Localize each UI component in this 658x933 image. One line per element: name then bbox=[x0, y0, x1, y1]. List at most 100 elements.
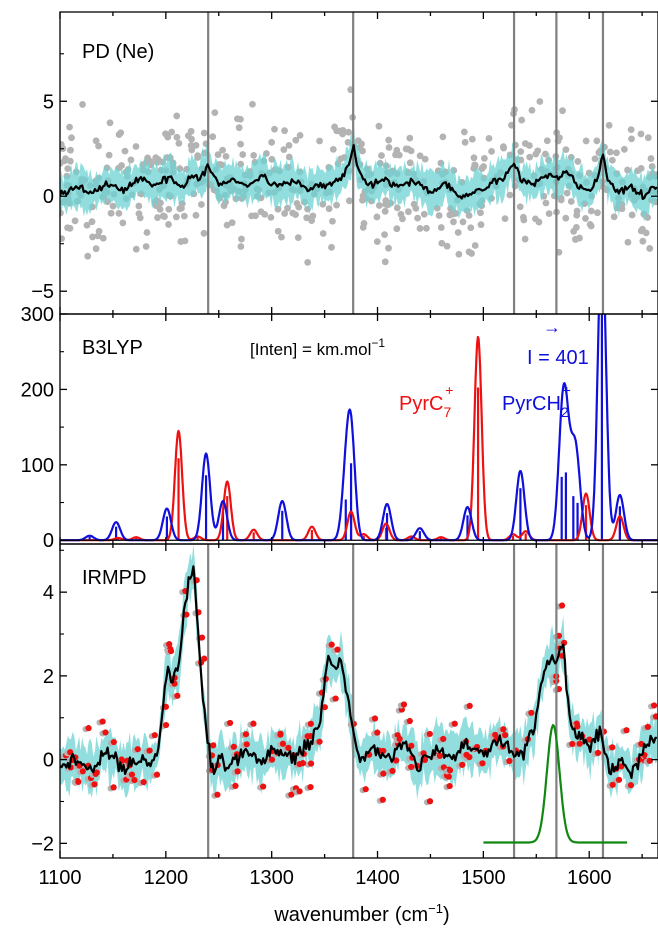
pd-data-point bbox=[249, 100, 256, 108]
pd-data-point bbox=[88, 218, 96, 226]
pd-data-point bbox=[106, 119, 114, 127]
pd-data-point bbox=[177, 238, 185, 245]
pd-data-point bbox=[325, 205, 333, 213]
pd-data-point bbox=[209, 133, 217, 141]
irmpd-data-point bbox=[644, 723, 651, 731]
pd-data-point bbox=[331, 123, 338, 131]
irmpd-ytick-label: 0 bbox=[43, 750, 54, 772]
pd-data-point bbox=[459, 218, 467, 226]
pd-data-point bbox=[485, 134, 493, 142]
x-tick-label: 1200 bbox=[144, 867, 189, 889]
pd-data-point bbox=[89, 233, 96, 241]
pd-data-point bbox=[333, 201, 340, 209]
pd-y-axis: −5 0 5 bbox=[31, 53, 658, 303]
pd-data-point bbox=[467, 224, 475, 232]
irmpd-data-point bbox=[623, 727, 630, 734]
pd-data-point bbox=[620, 145, 628, 153]
pd-data-point bbox=[360, 219, 368, 227]
pd-data-point bbox=[624, 166, 631, 174]
irmpd-data-point bbox=[268, 756, 276, 763]
irmpd-data-point bbox=[609, 744, 616, 751]
irmpd-data-point bbox=[332, 695, 339, 702]
irmpd-data-point bbox=[91, 781, 98, 788]
pd-data-point bbox=[292, 136, 300, 144]
pd-data-point bbox=[95, 142, 102, 150]
pd-data-point bbox=[567, 198, 575, 205]
irmpd-data-point bbox=[110, 738, 117, 746]
overflow-label: I = 401 bbox=[527, 347, 589, 369]
pd-data-point bbox=[542, 150, 549, 158]
irmpd-data-point bbox=[408, 763, 415, 771]
pd-data-point bbox=[624, 238, 632, 246]
pd-data-point bbox=[329, 146, 337, 153]
irmpd-data-point bbox=[128, 771, 136, 778]
pd-data-point bbox=[421, 155, 429, 163]
b3lyp-ytick-label: 300 bbox=[21, 304, 54, 326]
pd-data-point bbox=[281, 210, 289, 217]
pd-data-point bbox=[127, 156, 135, 164]
irmpd-data-point bbox=[374, 729, 381, 736]
pd-data-point bbox=[562, 146, 570, 154]
irmpd-data-point bbox=[99, 718, 106, 725]
pd-data-point bbox=[423, 224, 430, 232]
pd-plot-area bbox=[60, 12, 658, 314]
irmpd-data-point bbox=[594, 749, 602, 756]
pd-data-point bbox=[121, 147, 129, 155]
pd-data-point bbox=[443, 242, 451, 250]
pd-data-point bbox=[593, 137, 601, 145]
pd-data-point bbox=[267, 213, 275, 221]
pd-data-point bbox=[608, 156, 616, 164]
irmpd-data-point bbox=[615, 776, 623, 783]
irmpd-data-point bbox=[371, 715, 379, 722]
pd-data-point bbox=[582, 137, 590, 145]
pyrch2-spectrum bbox=[60, 314, 658, 542]
irmpd-y-axis: −2 0 2 4 bbox=[31, 549, 658, 855]
pd-data-point bbox=[339, 126, 347, 134]
pd-data-point bbox=[545, 210, 553, 217]
pd-data-point bbox=[117, 129, 125, 137]
pd-data-point bbox=[644, 134, 652, 142]
pd-data-point bbox=[237, 243, 245, 250]
irmpd-data-point bbox=[576, 740, 583, 747]
pd-data-point bbox=[284, 204, 291, 212]
overflow-arrow: → bbox=[543, 317, 561, 337]
units-text: [Inten] = km.mol bbox=[250, 340, 371, 359]
irmpd-data-point bbox=[307, 760, 315, 767]
irmpd-data-point bbox=[393, 757, 400, 764]
pd-data-point bbox=[83, 221, 91, 229]
irmpd-data-point bbox=[466, 702, 473, 710]
x-axis: 1100 1200 1300 1400 1500 1600 bbox=[38, 12, 643, 889]
irmpd-data-point bbox=[569, 740, 576, 748]
irmpd-data-point bbox=[436, 752, 444, 759]
pd-data-point bbox=[454, 229, 462, 236]
irmpd-data-point bbox=[234, 768, 241, 775]
pd-data-point bbox=[439, 133, 447, 141]
x-tick-label: 1500 bbox=[461, 867, 506, 889]
irmpd-data-point bbox=[110, 784, 117, 791]
pd-data-point bbox=[518, 116, 526, 124]
pd-data-point bbox=[79, 101, 86, 108]
pd-data-point bbox=[438, 239, 446, 247]
pd-ytick-label: 5 bbox=[43, 91, 54, 113]
pd-data-point bbox=[154, 214, 161, 221]
irmpd-data-point bbox=[79, 768, 86, 775]
pd-ytick-label: −5 bbox=[31, 281, 54, 303]
irmpd-data-point bbox=[316, 738, 323, 745]
pd-data-point bbox=[319, 230, 327, 237]
pd-data-point bbox=[628, 135, 635, 143]
pd-data-point bbox=[292, 211, 299, 219]
irmpd-data-point bbox=[500, 726, 507, 733]
pd-data-point bbox=[506, 191, 514, 199]
pyrch2-legend: PyrCH2 + bbox=[502, 382, 571, 420]
pd-data-point bbox=[152, 154, 160, 162]
pd-data-point bbox=[194, 154, 201, 161]
pd-data-point bbox=[384, 201, 391, 209]
pyrc7-legend: PyrC7 + bbox=[399, 382, 453, 420]
pyrc7-legend-name: PyrC bbox=[399, 393, 443, 415]
pd-data-point bbox=[115, 209, 123, 217]
pd-data-point bbox=[107, 209, 115, 217]
pd-data-point bbox=[587, 222, 595, 230]
units-exponent: −1 bbox=[371, 336, 385, 350]
pd-data-point bbox=[278, 233, 285, 241]
pd-data-point bbox=[437, 224, 445, 231]
